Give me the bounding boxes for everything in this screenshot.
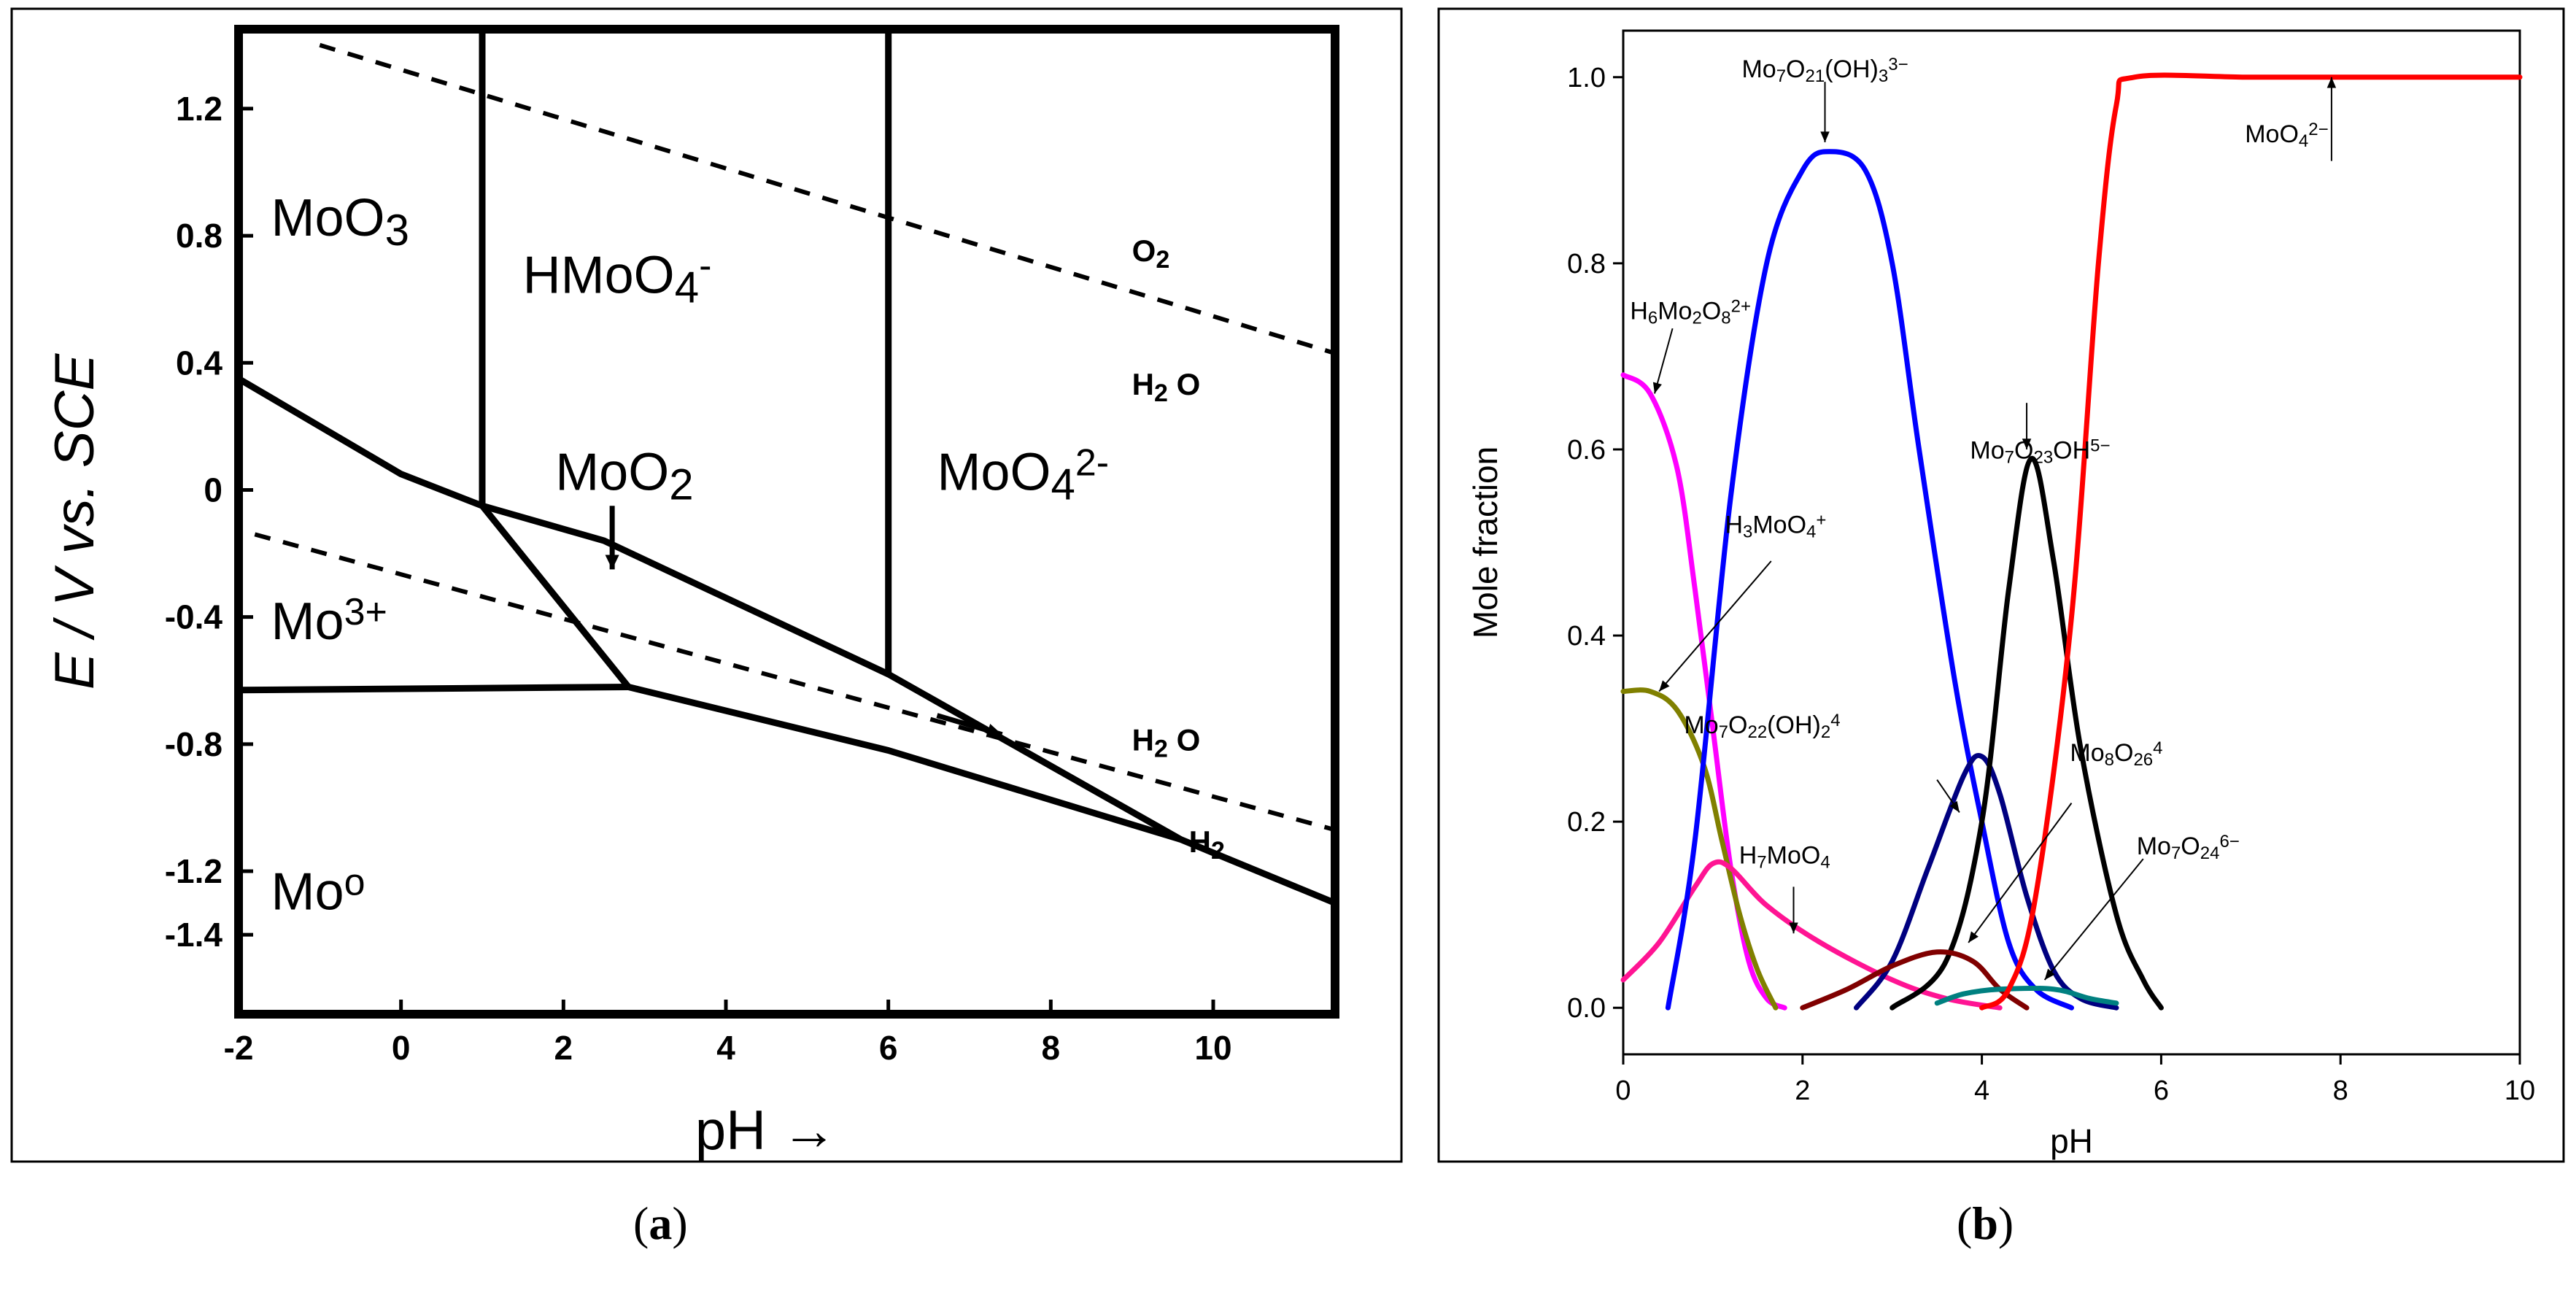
series-line xyxy=(1620,687,1779,1011)
region-label: Mo3+ xyxy=(271,591,387,651)
y-tick-label: -1.2 xyxy=(165,852,223,890)
species-label: Mo7O22(OH)24 xyxy=(1684,711,1840,742)
y-tick-label: -0.4 xyxy=(165,598,223,636)
series-line xyxy=(1979,72,2523,1011)
x-tick-label: 6 xyxy=(2154,1075,2169,1106)
y-tick-label: 0.8 xyxy=(1567,249,1606,279)
x-tick-label: 2 xyxy=(1795,1075,1810,1106)
leader-arrowhead xyxy=(1659,680,1670,692)
line-annotation: H2 xyxy=(1189,824,1225,865)
y-tick-label: -1.4 xyxy=(165,916,223,954)
leader-arrowhead xyxy=(1652,382,1662,394)
series-line xyxy=(1934,985,2119,1006)
arrow-head xyxy=(986,724,1002,738)
plot-b-frame xyxy=(1622,29,2521,1056)
y-tick-label: 0.2 xyxy=(1567,807,1606,838)
panel-b-frame xyxy=(1437,7,2565,1163)
series-line xyxy=(1800,949,2030,1011)
leader-arrowhead xyxy=(1820,131,1830,143)
species-label: Mo7O246− xyxy=(2137,832,2240,863)
y-tick-label: 0.0 xyxy=(1567,993,1606,1024)
y-tick-label: 0 xyxy=(204,471,223,509)
y-tick-label: 0.4 xyxy=(1567,621,1606,652)
region-label: MoO2 xyxy=(555,443,693,509)
x-axis-label: pH xyxy=(2050,1122,2093,1160)
leader-arrowhead xyxy=(2326,77,2337,88)
species-label: Mo7O21(OH)33− xyxy=(1741,55,1908,86)
leader-line xyxy=(1658,560,1772,692)
y-tick-label: 1.0 xyxy=(1567,63,1606,93)
species-label: H6Mo2O82+ xyxy=(1630,297,1751,328)
series-line xyxy=(1665,149,2074,1011)
leader-line xyxy=(1968,803,2073,943)
phase-boundary-line xyxy=(481,502,1183,843)
leader-line xyxy=(2043,858,2144,981)
species-label: MoO42− xyxy=(2245,120,2328,151)
chart-b: 0 2 4 6 8 10 0.0 0.2 0.4 0.6 0.8 1.0 pH Mole fraction… xyxy=(1466,29,2535,1160)
dashed-boundary-line xyxy=(254,532,1336,833)
y-tick-label: -0.8 xyxy=(165,725,223,763)
x-tick-label: 4 xyxy=(716,1029,735,1067)
species-label: Mo8O264 xyxy=(2070,739,2162,770)
species-label: H3MoO4+ xyxy=(1725,511,1826,542)
leader-arrowhead xyxy=(1789,922,1798,934)
line-annotation: H2 O xyxy=(1132,723,1201,763)
leader-arrowhead xyxy=(2022,439,2032,449)
x-tick-label: 0 xyxy=(392,1029,411,1067)
x-tick-label: 10 xyxy=(1194,1029,1231,1067)
panel-b-label: (b) xyxy=(1957,1197,2014,1249)
y-axis-label: Mole fraction xyxy=(1466,447,1504,638)
series-line xyxy=(1620,372,1787,1011)
region-label: MoO3 xyxy=(271,189,409,255)
leader-arrowhead xyxy=(2044,968,2055,980)
x-tick-label: 6 xyxy=(879,1029,898,1067)
y-tick-label: 0.6 xyxy=(1567,435,1606,466)
region-label: MoO42- xyxy=(937,442,1109,509)
series-line xyxy=(1890,456,2164,1011)
line-annotation: H2 O xyxy=(1132,367,1201,407)
phase-boundary-line xyxy=(479,503,631,690)
chart-a: -2 0 2 4 6 8 10 1.2 0.8 0.4 0 -0.4 -0.8 -1.2 -1.4 pH → E… xyxy=(44,25,1339,1162)
leader-arrowhead xyxy=(1968,931,1979,943)
x-tick-label: 0 xyxy=(1615,1075,1631,1106)
dashed-boundary-line xyxy=(319,42,1336,356)
region-label: HMoO4- xyxy=(523,245,712,312)
x-tick-label: 8 xyxy=(1042,1029,1061,1067)
leader-arrowhead xyxy=(1949,800,1960,813)
x-axis-label: pH → xyxy=(695,1100,837,1162)
x-tick-label: 4 xyxy=(1974,1075,1989,1106)
y-tick-label: 1.2 xyxy=(176,90,223,128)
leader-line xyxy=(1654,328,1674,394)
phase-boundary-line xyxy=(236,376,484,509)
plot-a-frame xyxy=(234,25,1339,1019)
line-annotation: O2 xyxy=(1132,233,1170,274)
phase-boundary-line xyxy=(627,684,1337,906)
panel-a-label: (a) xyxy=(633,1197,688,1249)
x-tick-label: 10 xyxy=(2505,1075,2535,1106)
arrow-head xyxy=(605,555,619,570)
y-tick-label: 0.8 xyxy=(176,217,223,255)
region-label: Moo xyxy=(271,862,365,922)
panel-a-frame xyxy=(10,7,1403,1163)
species-label: Mo7O23OH5− xyxy=(1970,436,2110,468)
y-axis-label: E / V vs. SCE xyxy=(44,353,106,690)
x-tick-label: 8 xyxy=(2333,1075,2348,1106)
x-tick-label: -2 xyxy=(224,1029,254,1067)
x-tick-label: 2 xyxy=(554,1029,573,1067)
species-label: H7MoO4 xyxy=(1739,842,1830,873)
y-tick-label: 0.4 xyxy=(176,344,223,382)
phase-boundary-line xyxy=(238,684,629,694)
